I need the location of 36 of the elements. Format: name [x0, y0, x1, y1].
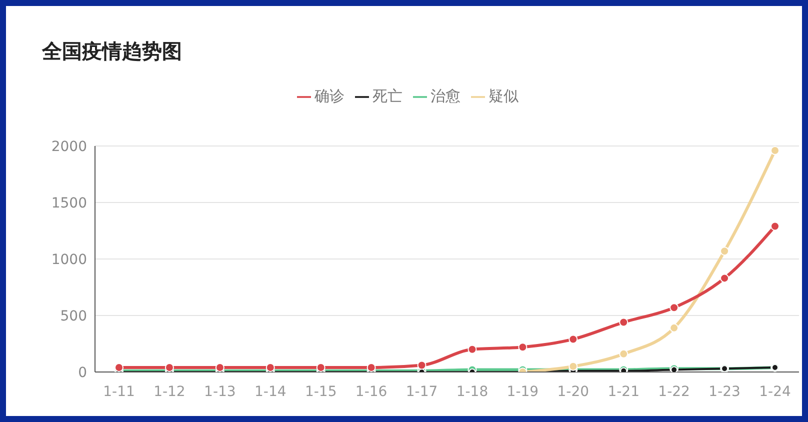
x-tick-label: 1-21: [608, 384, 640, 400]
y-tick-label: 1000: [51, 252, 87, 268]
x-tick-label: 1-15: [304, 384, 337, 400]
point: [619, 349, 628, 358]
point: [770, 146, 780, 156]
point: [568, 334, 578, 344]
x-tick-label: 1-13: [204, 384, 236, 400]
chart-title: 全国疫情趋势图: [42, 38, 182, 65]
x-tick-label: 1-19: [506, 384, 539, 400]
x-tick-label: 1-17: [406, 384, 438, 400]
x-tick-label: 1-22: [658, 384, 690, 400]
point: [468, 344, 477, 354]
x-tick-label: 1-18: [456, 384, 488, 400]
x-tick-label: 1-14: [254, 384, 286, 400]
point: [518, 342, 528, 352]
x-tick-label: 1-24: [759, 384, 791, 400]
y-tick-label: 2000: [51, 138, 87, 155]
point: [670, 303, 679, 312]
x-tick-label: 1-12: [154, 384, 186, 400]
y-tick-label: 0: [78, 364, 87, 381]
point: [568, 362, 578, 371]
point: [670, 323, 679, 332]
x-tick-label: 1-11: [103, 384, 135, 400]
x-tick-label: 1-20: [557, 384, 590, 400]
y-tick-label: 1500: [51, 195, 87, 212]
x-tick-label: 1-23: [708, 384, 740, 400]
point: [619, 318, 628, 327]
legend-label: 治愈: [430, 87, 460, 105]
y-tick-label: 500: [60, 308, 87, 324]
legend-label: 确诊: [314, 87, 344, 105]
point: [417, 360, 426, 370]
point: [720, 274, 730, 283]
x-tick-label: 1-16: [355, 384, 388, 400]
legend-label: 疑似: [488, 87, 518, 105]
point: [770, 222, 780, 231]
legend-label: 死亡: [372, 87, 402, 105]
